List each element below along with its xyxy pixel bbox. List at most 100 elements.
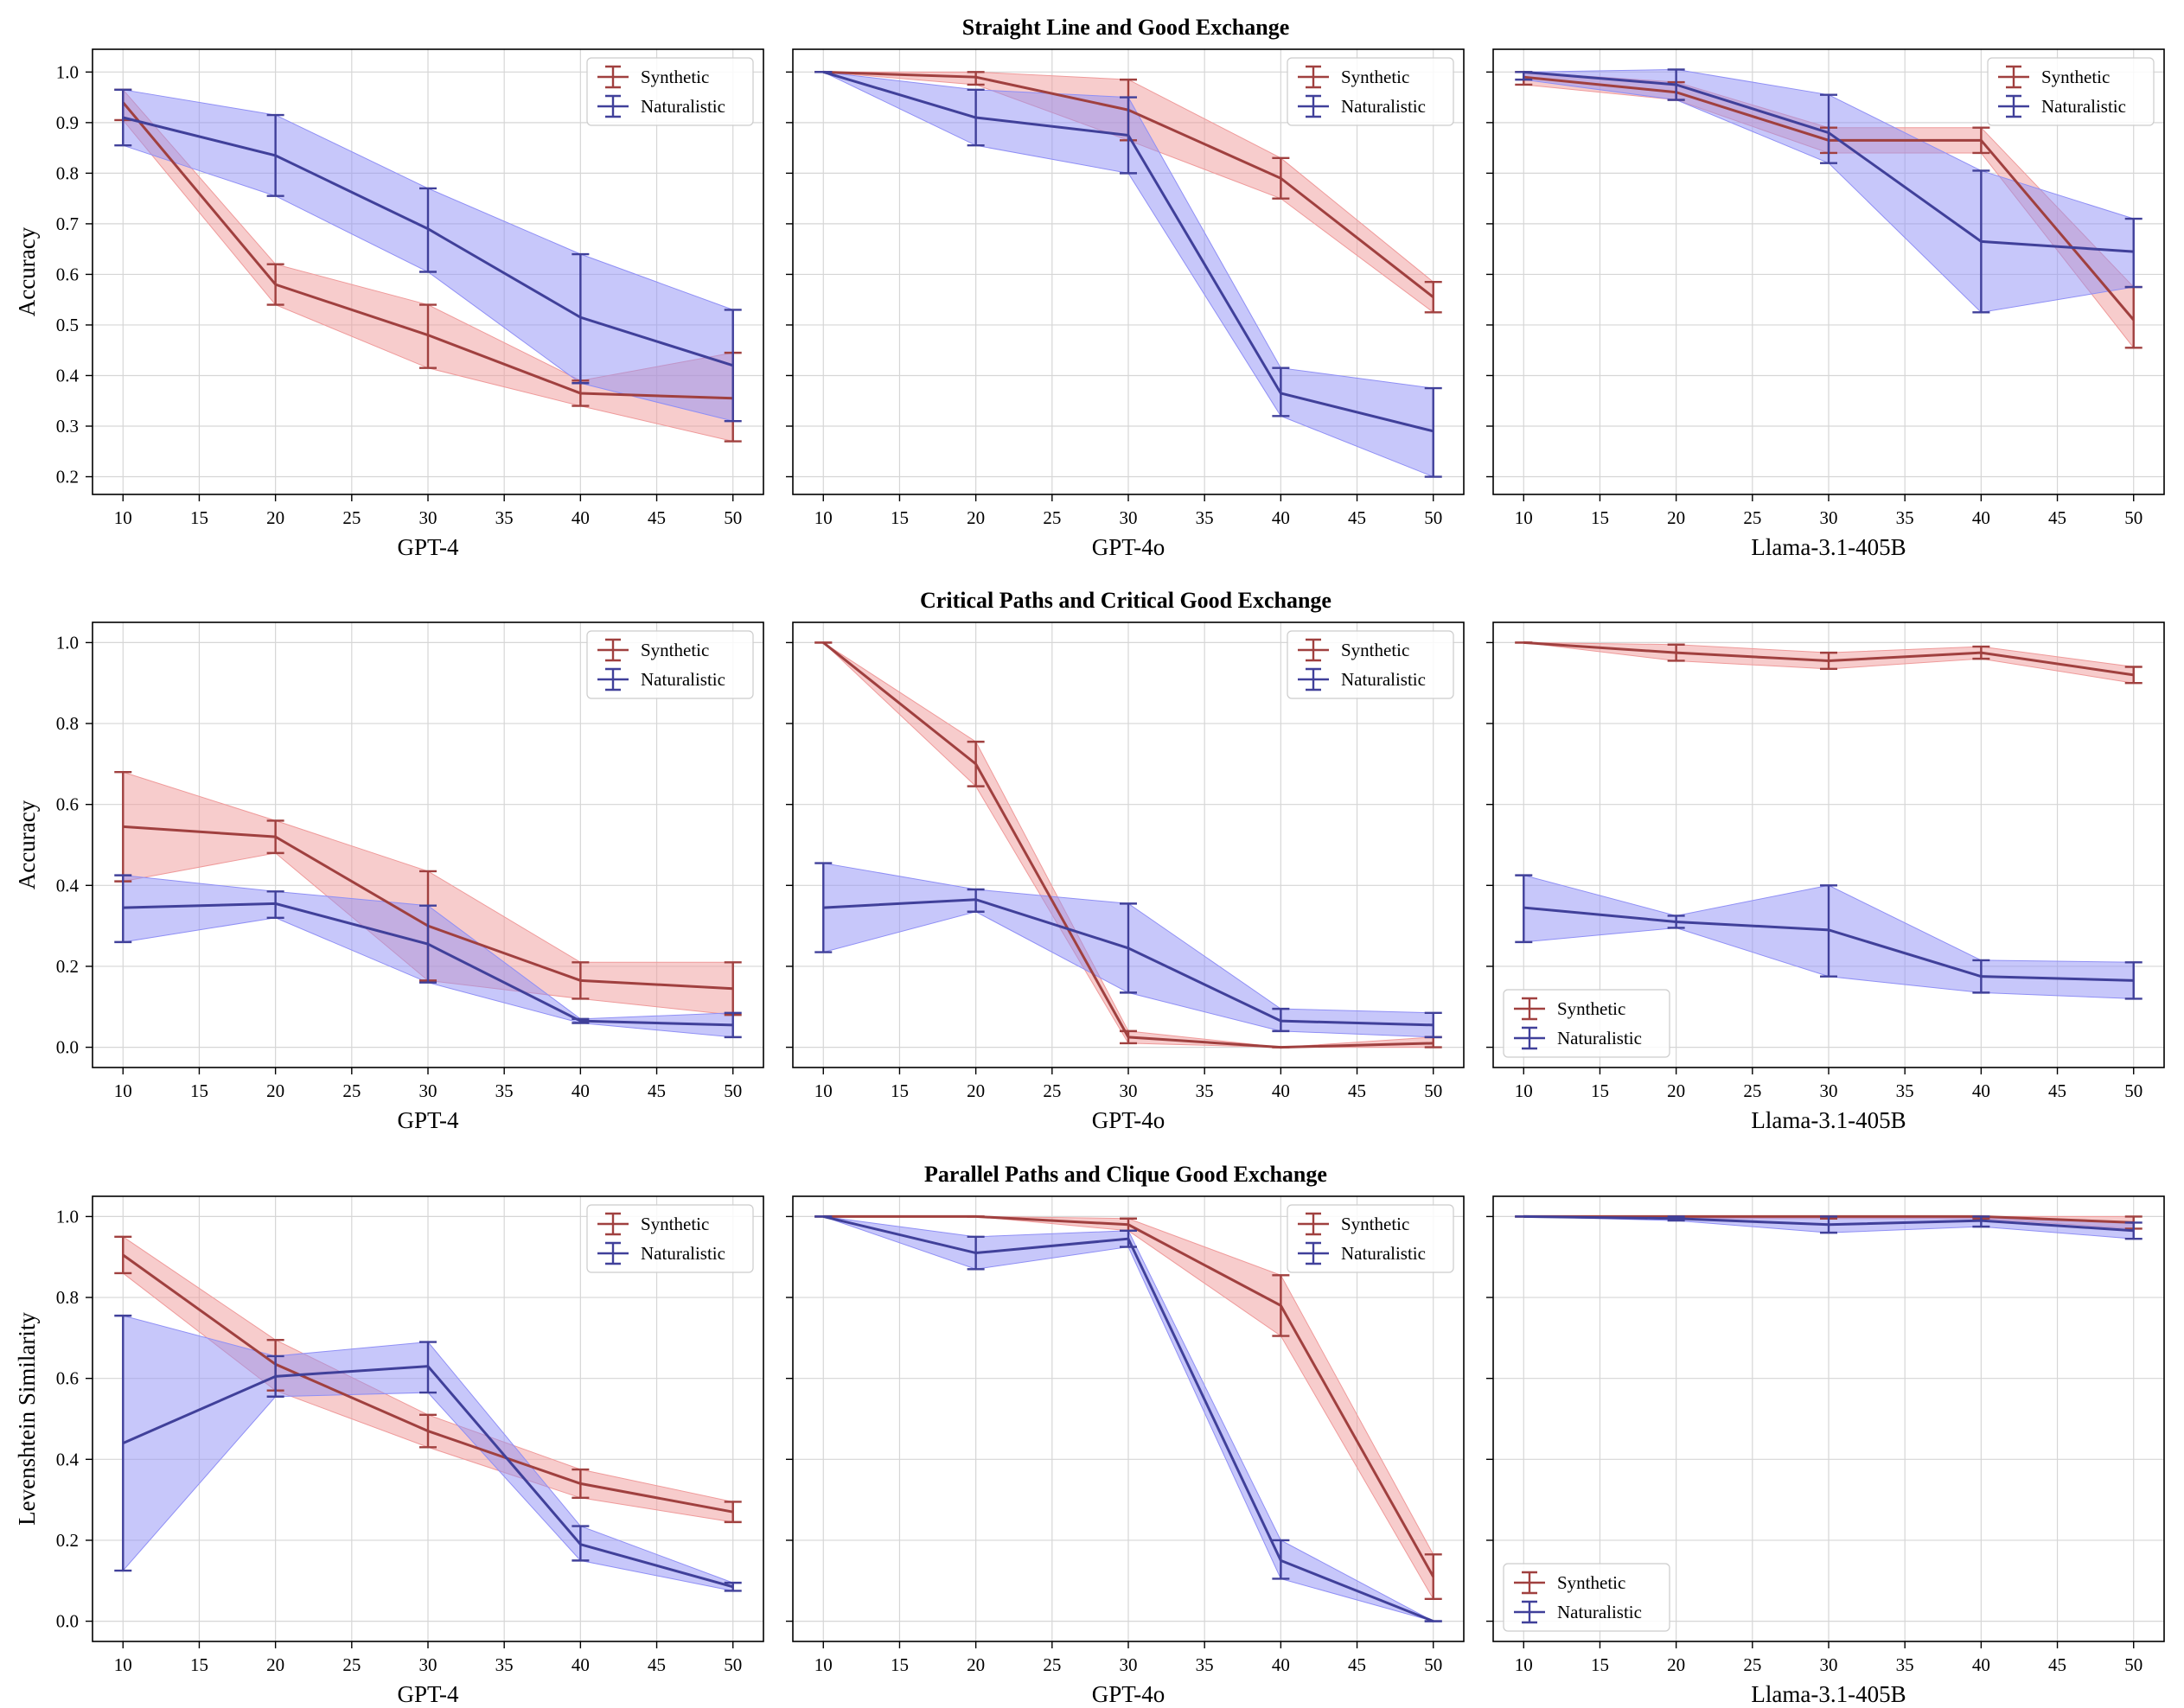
x-tick-label: 35: [1896, 507, 1914, 528]
synthetic-legend-label: Synthetic: [1341, 640, 1409, 660]
synthetic-error-bar: [1972, 645, 1990, 660]
synthetic-error-bar: [1424, 1553, 1442, 1601]
legend: Synthetic Naturalistic: [1503, 1563, 1670, 1632]
synthetic-legend-handle: [1298, 638, 1329, 662]
naturalistic-error-bar: [1667, 68, 1685, 101]
naturalistic-legend-handle: [1298, 667, 1329, 691]
x-tick-label: 50: [1424, 1654, 1442, 1675]
y-tick-label: 0.8: [56, 713, 79, 734]
x-tick-label: 35: [495, 1080, 514, 1101]
naturalistic-error-bar: [967, 1235, 985, 1271]
legend: Synthetic Naturalistic: [586, 630, 754, 699]
naturalistic-error-bar: [1515, 71, 1533, 81]
synthetic-error-bar: [419, 1413, 437, 1449]
x-tick-label: 10: [1515, 1080, 1533, 1101]
naturalistic-error-bar: [1820, 884, 1837, 978]
x-tick-label: 10: [114, 1654, 132, 1675]
naturalistic-error-bar: [724, 1011, 742, 1039]
naturalistic-error-bar: [1120, 1229, 1137, 1248]
x-tick-label: 20: [266, 1080, 284, 1101]
naturalistic-error-bar: [572, 1017, 590, 1024]
x-tick-label: 15: [891, 507, 909, 528]
naturalistic-error-bar: [114, 1314, 132, 1572]
legend: Synthetic Naturalistic: [1987, 57, 2155, 126]
synthetic-legend-label: Synthetic: [1341, 67, 1409, 87]
x-tick-label: 40: [1972, 507, 1990, 528]
x-tick-label: 30: [1120, 507, 1138, 528]
naturalistic-error-bar: [572, 252, 590, 385]
x-tick-label: 50: [724, 1654, 742, 1675]
y-tick-label: 0.4: [56, 1449, 80, 1469]
naturalistic-legend-handle: [1298, 94, 1329, 118]
x-axis-label: GPT-4: [397, 1107, 459, 1133]
y-tick-label: 0.6: [56, 1368, 79, 1389]
naturalistic-error-bar: [1272, 366, 1290, 417]
synthetic-error-bar: [1120, 1029, 1137, 1045]
naturalistic-error-bar: [419, 904, 437, 984]
legend: Synthetic Naturalistic: [1287, 1204, 1454, 1273]
y-tick-label: 1.0: [56, 61, 79, 82]
naturalistic-error-bar: [114, 88, 132, 147]
x-tick-label: 40: [1272, 1654, 1290, 1675]
y-tick-label: 0.4: [56, 875, 80, 895]
synthetic-error-bar: [724, 1501, 742, 1524]
naturalistic-error-bar: [1424, 1011, 1442, 1039]
x-tick-label: 45: [2048, 1654, 2066, 1675]
synthetic-error-bar: [572, 961, 590, 1000]
x-axis-label: GPT-4o: [1092, 1107, 1165, 1133]
synthetic-error-bar: [967, 71, 985, 86]
naturalistic-error-bar: [114, 874, 132, 944]
naturalistic-error-bar: [1667, 1215, 1685, 1222]
panel-3-2: 10 15 20 25 30 35 40 45 50 GPT-4o Synthetic Natural…: [786, 1195, 1465, 1707]
x-tick-label: 50: [724, 1080, 742, 1101]
naturalistic-legend-label: Naturalistic: [1341, 96, 1426, 117]
synthetic-legend-handle: [597, 1212, 629, 1236]
synthetic-legend-handle: [1998, 65, 2029, 89]
naturalistic-error-bar: [572, 1525, 590, 1562]
legend-box: [586, 630, 754, 699]
x-tick-label: 25: [342, 1654, 361, 1675]
y-tick-label: 0.2: [56, 1530, 79, 1551]
naturalistic-legend-label: Naturalistic: [641, 669, 725, 690]
naturalistic-error-bar: [1972, 169, 1990, 314]
x-axis-label: GPT-4: [397, 534, 459, 560]
y-tick-label: 0.0: [56, 1037, 79, 1058]
synthetic-error-bar: [266, 819, 284, 855]
x-tick-label: 25: [1743, 1654, 1761, 1675]
row-title-3: Parallel Paths and Clique Good Exchange: [924, 1162, 1327, 1187]
synthetic-legend-label: Synthetic: [641, 67, 709, 87]
naturalistic-error-bar: [814, 862, 833, 953]
x-axis-label: Llama-3.1-405B: [1751, 1107, 1906, 1133]
synthetic-legend-label: Synthetic: [2041, 67, 2110, 87]
naturalistic-error-bar: [1515, 874, 1533, 944]
legend-box: [1503, 989, 1670, 1058]
naturalistic-legend-label: Naturalistic: [1341, 669, 1426, 690]
panel-2-3: 10 15 20 25 30 35 40 45 50 Llama-3.1-405B Syntheti…: [1486, 621, 2165, 1133]
x-tick-label: 50: [724, 507, 742, 528]
naturalistic-error-bar: [967, 88, 985, 147]
chart-panels: 10 15 20 25 30 35 40 45 50 0.2 0.3 0.4 0.5 0.6 0.7 0.8 0…: [14, 48, 2165, 1707]
panel-1-1: 10 15 20 25 30 35 40 45 50 0.2 0.3 0.4 0.5 0.6 0.7 0.8 0…: [14, 48, 764, 560]
panel-1-2: 10 15 20 25 30 35 40 45 50 GPT-4o Synthetic Natural…: [786, 48, 1465, 560]
synthetic-error-bar: [114, 1235, 132, 1275]
legend: Synthetic Naturalistic: [586, 57, 754, 126]
naturalistic-error-bar: [1972, 959, 1990, 994]
x-tick-label: 25: [342, 1080, 361, 1101]
legend: Synthetic Naturalistic: [1287, 57, 1454, 126]
x-tick-label: 15: [1591, 1080, 1609, 1101]
y-tick-label: 0.2: [56, 956, 79, 977]
synthetic-legend-handle: [597, 638, 629, 662]
naturalistic-legend-label: Naturalistic: [2041, 96, 2126, 117]
naturalistic-error-bar: [2124, 217, 2142, 289]
y-tick-label: 0.7: [56, 214, 79, 234]
panel-1-3: 10 15 20 25 30 35 40 45 50 Llama-3.1-405B Syntheti…: [1486, 48, 2165, 560]
x-tick-label: 20: [967, 507, 985, 528]
y-tick-label: 0.2: [56, 467, 79, 488]
x-tick-label: 40: [1272, 507, 1290, 528]
y-tick-label: 0.8: [56, 163, 79, 183]
x-tick-label: 20: [1667, 1080, 1685, 1101]
x-tick-label: 35: [1196, 1080, 1214, 1101]
x-tick-label: 30: [419, 1654, 437, 1675]
x-tick-label: 30: [1820, 507, 1838, 528]
